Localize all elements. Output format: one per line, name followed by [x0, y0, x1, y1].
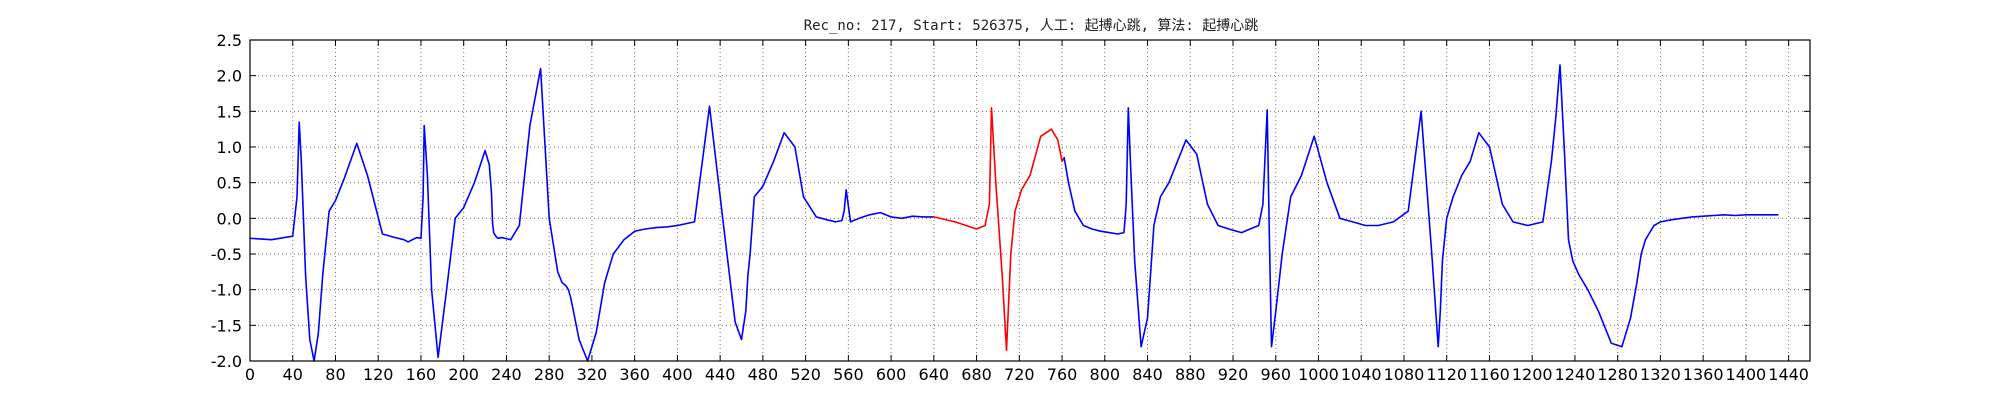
x-tick-label: 0: [245, 365, 255, 384]
series-line-3: [1063, 64, 1779, 348]
x-axis: 0 40 80 120 160 200 240 280 320 360 400 440 480 520 56…: [245, 40, 1809, 384]
y-tick-label: -2.0: [211, 352, 242, 371]
x-tick-label: 160: [406, 365, 437, 384]
x-tick-label: 560: [833, 365, 864, 384]
grid-layer: [249, 39, 1810, 362]
x-tick-label: 720: [1004, 365, 1035, 384]
x-tick-label: 480: [748, 365, 779, 384]
y-tick-label: 2.5: [217, 31, 242, 50]
y-tick-label: 0.5: [217, 174, 242, 193]
x-tick-label: 680: [961, 365, 992, 384]
x-tick-label: 1040: [1341, 365, 1382, 384]
y-tick-label: -1.0: [211, 281, 242, 300]
y-tick-label: 2.0: [217, 67, 242, 86]
x-tick-label: 1000: [1298, 365, 1339, 384]
chart-title: Rec_no: 217, Start: 526375, 人工: 起搏心跳, 算法…: [804, 17, 1259, 34]
plot-frame: [249, 39, 1811, 362]
x-tick-label: 520: [790, 365, 821, 384]
x-tick-label: 200: [448, 365, 479, 384]
y-tick-label: 1.0: [217, 138, 242, 157]
y-axis: -2.0 -1.5 -1.0 -0.5 0.0 0.5 1.0 1.5 2.0 2.5: [211, 31, 1810, 371]
x-tick-label: 1440: [1768, 365, 1809, 384]
x-tick-label: 1400: [1726, 365, 1767, 384]
x-tick-label: 280: [534, 365, 565, 384]
x-tick-label: 1240: [1555, 365, 1596, 384]
x-tick-label: 920: [1218, 365, 1249, 384]
y-tick-label: 0.0: [217, 209, 242, 228]
x-tick-label: 840: [1132, 365, 1163, 384]
x-tick-label: 240: [491, 365, 522, 384]
x-tick-label: 960: [1260, 365, 1291, 384]
x-tick-label: 80: [325, 365, 345, 384]
series-layer: [249, 64, 1779, 362]
y-tick-label: -1.5: [211, 316, 242, 335]
x-tick-label: 40: [283, 365, 303, 384]
x-tick-label: 1080: [1384, 365, 1425, 384]
x-tick-label: 880: [1175, 365, 1206, 384]
x-tick-label: 640: [919, 365, 950, 384]
x-tick-label: 1200: [1512, 365, 1553, 384]
y-tick-label: -0.5: [211, 245, 242, 264]
x-tick-label: 1160: [1469, 365, 1510, 384]
x-tick-label: 760: [1047, 365, 1078, 384]
series-line-1: [249, 67, 935, 362]
x-tick-label: 400: [662, 365, 693, 384]
x-tick-label: 360: [619, 365, 650, 384]
x-tick-label: 440: [705, 365, 736, 384]
x-tick-label: 120: [363, 365, 394, 384]
x-tick-label: 1280: [1597, 365, 1638, 384]
x-tick-label: 1320: [1640, 365, 1681, 384]
x-tick-label: 320: [577, 365, 608, 384]
series-line-2: [932, 107, 1065, 352]
x-tick-label: 1120: [1426, 365, 1467, 384]
x-tick-label: 800: [1090, 365, 1121, 384]
x-tick-label: 600: [876, 365, 907, 384]
x-tick-label: 1360: [1683, 365, 1724, 384]
y-tick-label: 1.5: [217, 102, 242, 121]
